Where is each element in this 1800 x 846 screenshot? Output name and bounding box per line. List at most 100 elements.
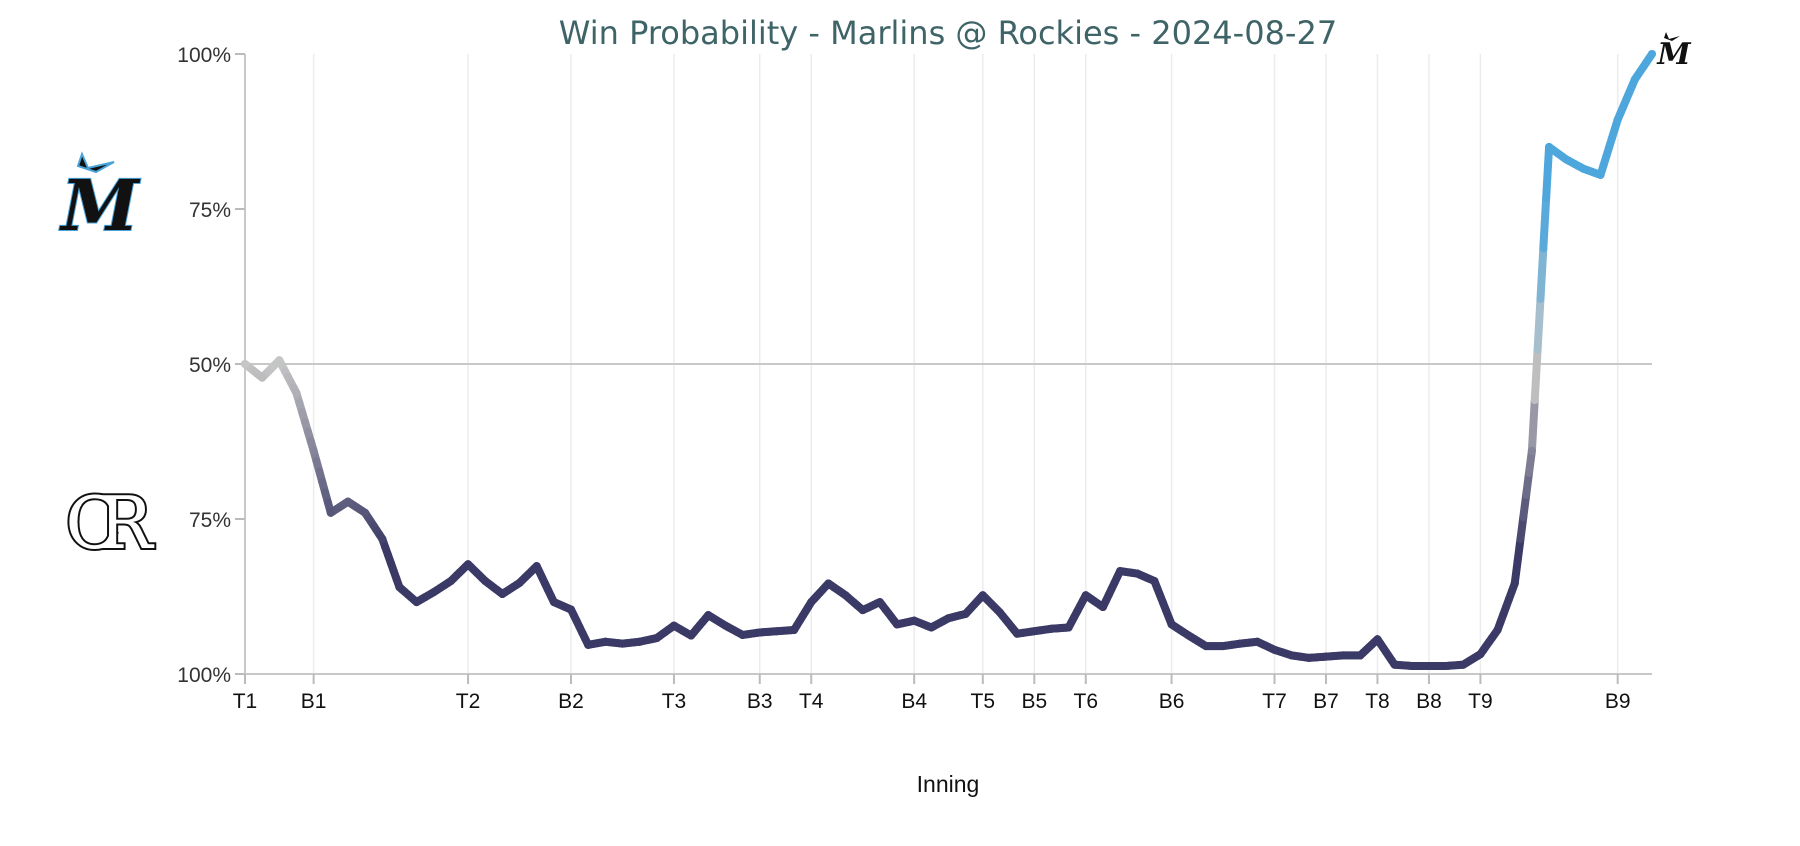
data-point bbox=[755, 628, 764, 637]
data-point bbox=[515, 578, 524, 587]
rockies-logo-letters: CR bbox=[65, 481, 154, 565]
data-point bbox=[618, 639, 627, 648]
data-point bbox=[1407, 661, 1416, 670]
chart-title: Win Probability - Marlins @ Rockies - 20… bbox=[559, 14, 1337, 52]
rockies-logo: CR bbox=[63, 479, 178, 567]
x-tick-label: B2 bbox=[558, 690, 584, 713]
data-point bbox=[1390, 660, 1399, 669]
data-point bbox=[567, 605, 576, 614]
x-tick-label: T8 bbox=[1365, 690, 1390, 713]
x-tick-label: T3 bbox=[662, 690, 687, 713]
x-tick-label: T1 bbox=[233, 690, 258, 713]
line-segment bbox=[1542, 143, 1554, 202]
data-point bbox=[961, 609, 970, 618]
data-point bbox=[395, 583, 404, 592]
data-point bbox=[893, 620, 902, 629]
x-tick-label: B4 bbox=[901, 690, 927, 713]
data-point bbox=[1184, 631, 1193, 640]
data-point bbox=[995, 608, 1004, 617]
data-point bbox=[1648, 50, 1656, 58]
data-point bbox=[704, 611, 713, 620]
x-tick-label: B3 bbox=[747, 690, 773, 713]
x-tick-label: T4 bbox=[799, 690, 824, 713]
x-tick-label: B7 bbox=[1313, 690, 1339, 713]
data-point bbox=[326, 508, 335, 517]
data-point bbox=[978, 591, 987, 600]
y-tick-label: 50% bbox=[189, 354, 231, 377]
data-point bbox=[584, 640, 593, 649]
data-point bbox=[498, 590, 507, 599]
data-point bbox=[910, 616, 919, 625]
data-point bbox=[738, 630, 747, 639]
y-tick-label: 100% bbox=[177, 664, 231, 687]
data-point bbox=[601, 637, 610, 646]
line-segment bbox=[1536, 244, 1548, 303]
data-point bbox=[1356, 651, 1365, 660]
x-tick-label: B8 bbox=[1416, 690, 1442, 713]
data-point bbox=[824, 579, 833, 588]
data-point bbox=[1527, 446, 1536, 455]
data-point bbox=[1116, 567, 1125, 576]
y-tick-label: 75% bbox=[189, 509, 231, 532]
data-point bbox=[378, 534, 387, 543]
data-point bbox=[1510, 579, 1519, 588]
data-point bbox=[412, 598, 421, 607]
data-point bbox=[1098, 603, 1107, 612]
data-point bbox=[1459, 660, 1468, 669]
y-tick-label: 75% bbox=[189, 199, 231, 222]
data-point bbox=[1304, 653, 1313, 662]
data-point bbox=[772, 627, 781, 636]
line-segment bbox=[1530, 345, 1542, 405]
data-point bbox=[841, 591, 850, 600]
svg-text:M: M bbox=[1656, 37, 1691, 72]
marlins-logo-letter: M bbox=[59, 164, 141, 247]
x-tick-label: T6 bbox=[1074, 690, 1099, 713]
data-point bbox=[1579, 164, 1588, 173]
data-point bbox=[1030, 627, 1039, 636]
data-point bbox=[1287, 651, 1296, 660]
data-point bbox=[944, 614, 953, 623]
y-axis-ticks: 100% 75% 50% 75% 100% bbox=[177, 44, 245, 687]
data-point bbox=[241, 360, 249, 368]
data-point bbox=[652, 634, 661, 643]
x-axis-ticks: T1 B1 T2 B2 T3 B3 T4 B4 T5 B5 T6 B6 T7 B7 T8 B8 T9 B9 bbox=[233, 674, 1631, 713]
data-point bbox=[790, 625, 799, 634]
data-point bbox=[1613, 115, 1622, 124]
x-tick-label: T7 bbox=[1262, 690, 1287, 713]
data-point bbox=[1270, 645, 1279, 654]
data-point bbox=[1133, 569, 1142, 578]
data-point bbox=[1562, 155, 1571, 164]
x-tick-label: B5 bbox=[1021, 690, 1047, 713]
x-tick-label: B6 bbox=[1159, 690, 1185, 713]
data-point bbox=[807, 598, 816, 607]
data-point bbox=[464, 560, 473, 569]
data-point bbox=[1150, 577, 1159, 585]
data-point bbox=[361, 508, 370, 517]
x-tick-label: B9 bbox=[1605, 690, 1631, 713]
data-point bbox=[1545, 143, 1554, 151]
data-point bbox=[1253, 637, 1262, 646]
data-point bbox=[292, 389, 301, 398]
data-point bbox=[258, 373, 267, 382]
line-segment bbox=[1533, 294, 1545, 354]
win-probability-line bbox=[241, 50, 1656, 670]
data-point bbox=[343, 497, 352, 506]
end-marker-marlins-icon: M bbox=[1656, 32, 1691, 72]
data-point bbox=[669, 621, 678, 630]
gridlines bbox=[244, 54, 1652, 674]
data-point bbox=[275, 356, 284, 365]
data-point bbox=[446, 577, 455, 585]
y-tick-label: 100% bbox=[177, 44, 231, 67]
data-point bbox=[1201, 642, 1210, 651]
data-point bbox=[927, 623, 936, 632]
data-point bbox=[549, 598, 558, 607]
data-point bbox=[481, 577, 490, 585]
line-segment bbox=[1527, 396, 1539, 455]
data-point bbox=[532, 562, 541, 571]
data-point bbox=[687, 631, 696, 640]
data-point bbox=[1167, 620, 1176, 629]
line-segment bbox=[1539, 193, 1551, 253]
x-tick-label: T2 bbox=[456, 690, 481, 713]
data-point bbox=[1424, 661, 1433, 670]
